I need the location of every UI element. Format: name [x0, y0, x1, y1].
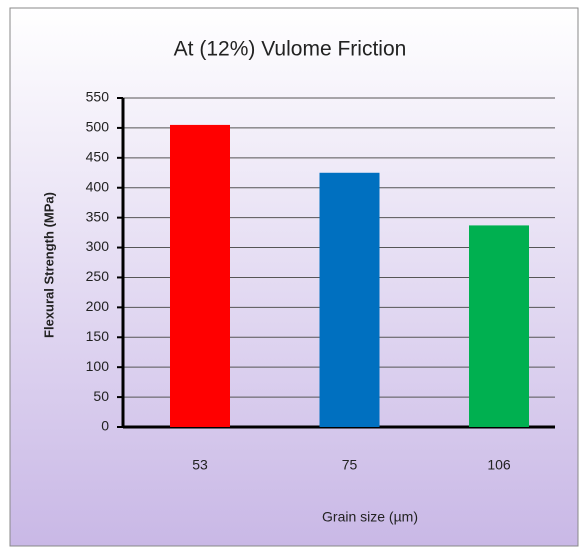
- bar: [170, 124, 230, 427]
- y-tick-label: 100: [86, 358, 110, 374]
- y-tick-label: 300: [86, 238, 110, 254]
- x-axis-label: Grain size (µm): [322, 509, 418, 525]
- y-tick-label: 250: [86, 268, 110, 284]
- bar: [319, 172, 380, 427]
- x-tick-label: 75: [342, 457, 358, 473]
- y-tick-label: 350: [86, 208, 110, 224]
- y-tick-label: 200: [86, 298, 110, 314]
- y-tick-label: 0: [101, 418, 109, 434]
- bar: [469, 225, 529, 427]
- y-tick-label: 550: [86, 89, 110, 105]
- y-tick-label: 150: [86, 328, 110, 344]
- y-tick-label: 50: [93, 388, 109, 404]
- y-tick-label: 400: [86, 178, 110, 194]
- y-axis-label: Flexural Strength (MPa): [41, 192, 56, 338]
- y-tick-label: 450: [86, 149, 110, 165]
- y-tick-label: 500: [86, 119, 110, 135]
- x-tick-label: 106: [487, 457, 511, 473]
- chart-title: At (12%) Vulome Friction: [174, 38, 407, 61]
- x-tick-label: 53: [192, 457, 208, 473]
